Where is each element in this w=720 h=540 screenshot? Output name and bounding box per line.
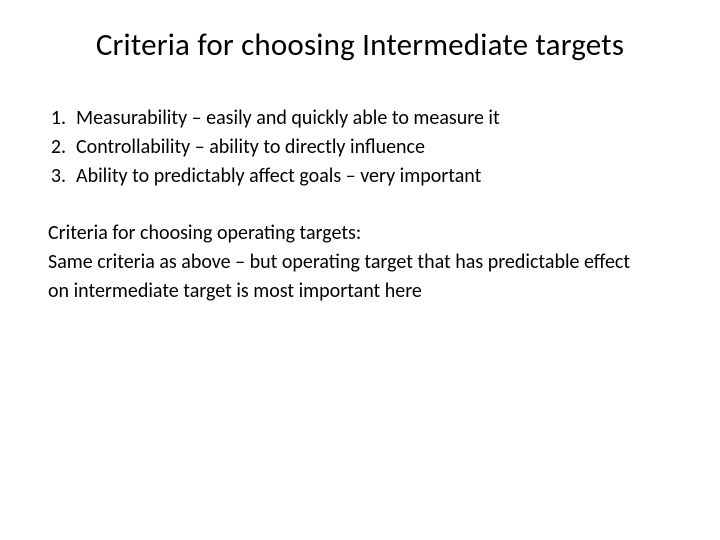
list-item: 3. Ability to predictably affect goals –…: [48, 162, 680, 191]
operating-targets-body: Same criteria as above – but operating t…: [48, 248, 648, 306]
slide: Criteria for choosing Intermediate targe…: [0, 0, 720, 540]
list-number: 1.: [48, 104, 76, 133]
operating-targets-heading: Criteria for choosing operating targets:: [48, 219, 648, 248]
criteria-list: 1. Measurability – easily and quickly ab…: [48, 104, 680, 191]
list-item: 2. Controllability – ability to directly…: [48, 133, 680, 162]
list-number: 3.: [48, 162, 76, 191]
list-text: Measurability – easily and quickly able …: [76, 104, 680, 133]
list-item: 1. Measurability – easily and quickly ab…: [48, 104, 680, 133]
list-number: 2.: [48, 133, 76, 162]
slide-title: Criteria for choosing Intermediate targe…: [40, 26, 680, 64]
list-text: Ability to predictably affect goals – ve…: [76, 162, 680, 191]
list-text: Controllability – ability to directly in…: [76, 133, 680, 162]
